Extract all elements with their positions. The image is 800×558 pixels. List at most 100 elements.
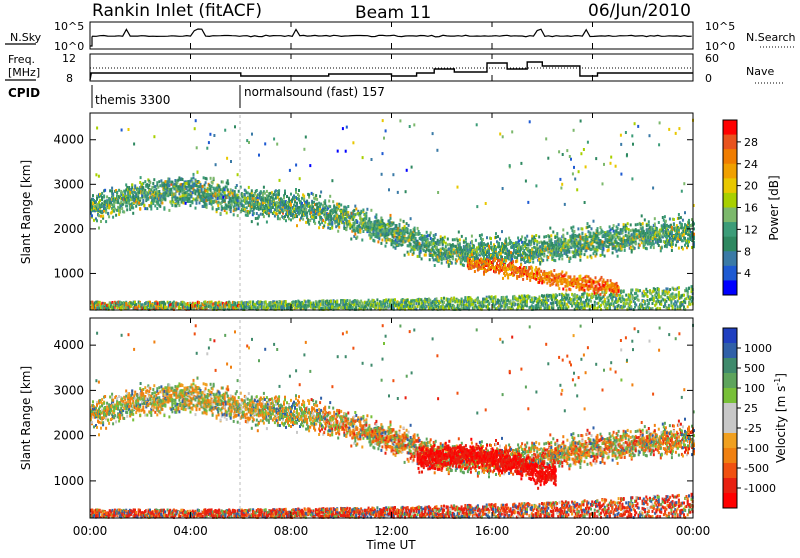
power-cell [111,187,113,190]
power-cell [437,239,439,242]
power-cell [174,179,176,182]
power-cell [593,245,595,248]
power-cell [647,243,649,246]
power-cell [168,184,170,187]
power-cell [157,200,159,203]
power-cell [574,235,576,238]
power-cell [308,193,310,196]
power-cell [626,227,628,230]
power-cell [220,212,222,215]
power-cell [602,230,604,233]
power-cell [501,242,503,245]
power-cell [680,216,682,219]
power-cell [420,250,422,253]
power-cell [191,195,193,198]
power-cell [212,207,214,210]
power-cell [443,241,445,244]
power-cell [121,207,123,210]
power-cell [275,189,277,192]
power-cell [409,239,411,242]
power-cell [144,207,146,210]
power-cell [682,219,684,222]
power-cell [185,182,187,185]
power-cell [131,187,133,190]
power-cell [612,251,614,254]
power-cell [646,224,648,227]
power-cell [688,219,690,222]
power-cell [589,225,591,228]
power-cell [669,218,671,221]
power-cell [637,223,639,226]
power-cell [456,254,458,257]
power-cell [303,195,305,198]
power-cell [613,247,615,250]
power-cell [366,208,368,211]
power-cell [410,229,412,232]
nsky-trace [90,29,692,46]
power-cell [164,180,166,183]
power-cell [471,240,473,243]
power-cell [144,180,146,183]
power-cell [634,247,636,250]
power-cell [151,186,153,189]
power-cell [627,244,629,247]
power-cell [646,247,648,250]
power-cell [604,255,606,258]
power-cell [362,209,364,212]
power-cell [658,244,660,247]
power-cell [113,203,115,206]
power-cell [678,229,680,232]
power-cell [206,203,208,206]
power-cell [662,216,664,219]
power-cell [116,191,118,194]
power-cell [148,184,150,187]
power-cell [354,230,356,233]
power-cell [561,257,563,260]
power-cell [281,199,283,202]
power-cell [168,178,170,181]
power-cell [452,238,454,241]
power-cell [429,258,431,261]
power-cell [338,226,340,229]
power-cell [639,238,641,241]
power-cell [523,249,525,252]
power-cell [218,201,220,204]
power-cell [324,199,326,202]
power-cell [423,249,425,252]
power-cell [279,211,281,214]
power-cell [347,205,349,208]
power-cell [376,223,378,226]
power-cell [687,244,689,247]
power-cell [246,206,248,209]
power-cell [348,220,350,223]
power-cell [448,263,450,266]
power-cell [451,262,453,265]
power-cell [244,193,246,196]
power-cell [573,230,575,233]
power-cell [135,303,137,306]
power-cell [612,227,614,230]
power-cell [570,226,572,229]
power-cell [682,248,684,251]
power-cell [563,249,565,252]
power-cell [653,246,655,249]
power-cell [518,240,520,243]
power-cell [154,197,156,200]
power-cell [112,193,114,196]
power-cell [681,227,683,230]
power-cell [332,211,334,214]
power-cell [179,307,181,310]
power-cell [343,222,345,225]
power-cell [434,236,436,239]
power-cell [380,242,382,245]
power-cell [247,197,249,200]
power-cell [296,215,298,218]
power-cell [329,223,331,226]
power-cell [212,182,214,185]
power-cell [543,236,545,239]
power-cell [182,178,184,181]
power-cell [671,246,673,249]
power-cell [154,204,156,207]
power-cell [332,200,334,203]
